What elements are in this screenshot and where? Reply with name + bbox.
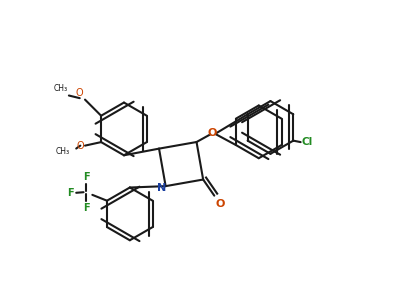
Text: O: O bbox=[208, 128, 218, 138]
Text: O: O bbox=[216, 199, 225, 209]
Text: Cl: Cl bbox=[302, 137, 313, 147]
Text: F: F bbox=[83, 203, 90, 213]
Text: CH₃: CH₃ bbox=[54, 84, 68, 93]
Text: F: F bbox=[83, 172, 90, 182]
Text: O: O bbox=[76, 141, 84, 151]
Text: F: F bbox=[68, 188, 74, 198]
Text: CH₃: CH₃ bbox=[56, 147, 70, 156]
Text: N: N bbox=[157, 183, 166, 193]
Text: O: O bbox=[76, 88, 84, 98]
